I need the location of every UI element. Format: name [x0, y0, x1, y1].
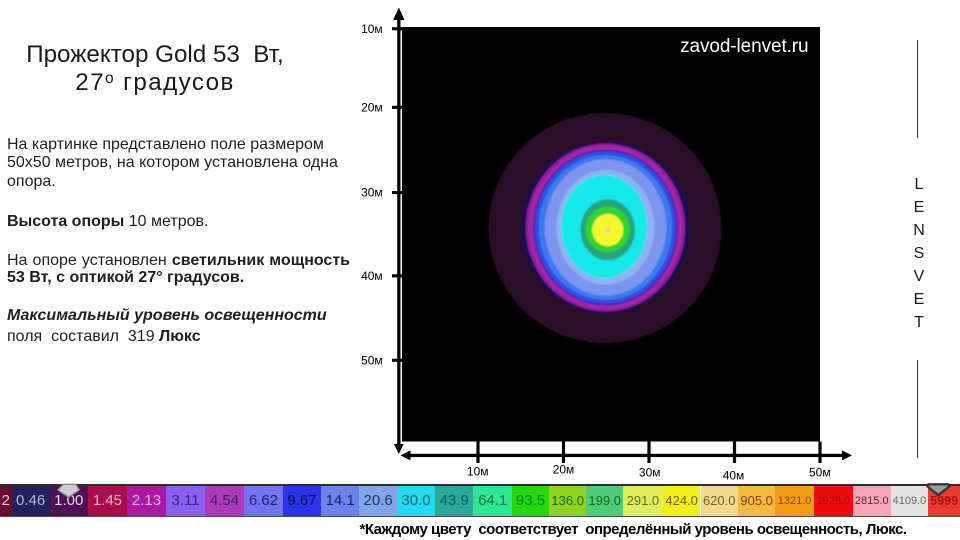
svg-text:30м: 30м: [639, 466, 661, 480]
svg-text:40м: 40м: [723, 469, 745, 481]
svg-text:20м: 20м: [361, 101, 383, 115]
svg-text:50м: 50м: [361, 353, 383, 367]
svg-text:50м: 50м: [809, 466, 831, 480]
svg-text:20м: 20м: [553, 463, 575, 477]
svg-text:zavod-lenvet.ru: zavod-lenvet.ru: [680, 36, 808, 57]
svg-text:30м: 30м: [361, 186, 383, 200]
svg-text:40м: 40м: [361, 269, 383, 283]
svg-text:10м: 10м: [467, 465, 489, 479]
svg-text:10м: 10м: [361, 22, 383, 36]
